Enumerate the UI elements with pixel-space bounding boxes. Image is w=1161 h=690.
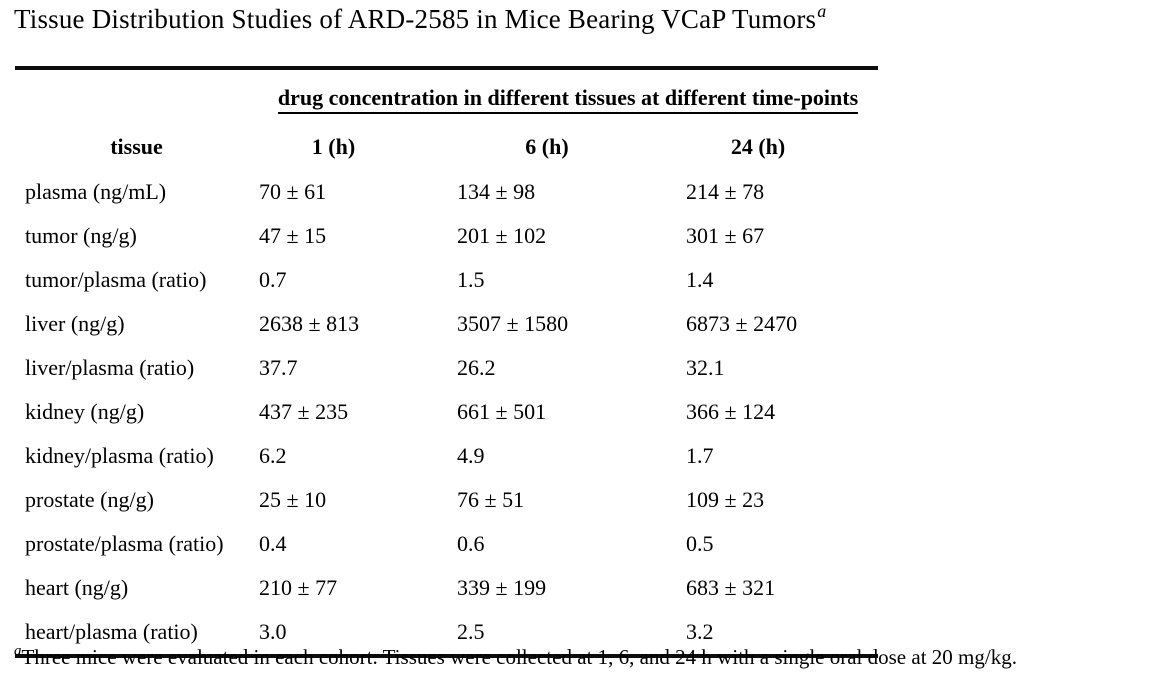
table-title-text: Tissue Distribution Studies of ARD-2585 … — [14, 4, 817, 34]
value-cell: 6.2 — [259, 443, 287, 468]
column-header-row: tissue 1 (h) 6 (h) 24 (h) — [15, 124, 878, 170]
table-row-liver: liver (ng/g) 2638 ± 813 3507 ± 1580 6873… — [15, 302, 878, 346]
value-cell: 26.2 — [457, 355, 496, 380]
value-cell: 0.6 — [457, 531, 485, 556]
value-cell: 339 ± 199 — [457, 575, 547, 600]
tissue-label-cell: liver/plasma (ratio) — [25, 355, 195, 380]
value-cell: 0.5 — [686, 531, 714, 556]
value-cell: 1.4 — [686, 267, 714, 292]
value-cell: 0.7 — [259, 267, 287, 292]
tissue-label-cell: tumor/plasma (ratio) — [25, 267, 207, 292]
table-footnote: aThree mice were evaluated in each cohor… — [14, 643, 1017, 670]
value-cell: 366 ± 124 — [686, 399, 776, 424]
column-header-tissue: tissue — [110, 134, 163, 159]
tissue-label-cell: plasma (ng/mL) — [25, 179, 167, 204]
value-cell: 210 ± 77 — [259, 575, 338, 600]
value-cell: 134 ± 98 — [457, 179, 536, 204]
tissue-label-cell: heart/plasma (ratio) — [25, 619, 198, 644]
footnote-text: Three mice were evaluated in each cohort… — [21, 645, 1017, 669]
value-cell: 47 ± 15 — [259, 223, 327, 248]
table-row-prostate: prostate (ng/g) 25 ± 10 76 ± 51 109 ± 23 — [15, 478, 878, 522]
value-cell: 32.1 — [686, 355, 725, 380]
table-row-kidney: kidney (ng/g) 437 ± 235 661 ± 501 366 ± … — [15, 390, 878, 434]
tissue-label-cell: prostate (ng/g) — [25, 487, 154, 512]
value-cell: 3.0 — [259, 619, 287, 644]
value-cell: 76 ± 51 — [457, 487, 525, 512]
table-row-kidney-plasma-ratio: kidney/plasma (ratio) 6.2 4.9 1.7 — [15, 434, 878, 478]
value-cell: 1.5 — [457, 267, 485, 292]
tissue-label-cell: liver (ng/g) — [25, 311, 125, 336]
value-cell: 3.2 — [686, 619, 714, 644]
value-cell: 25 ± 10 — [259, 487, 327, 512]
value-cell: 70 ± 61 — [259, 179, 327, 204]
column-header-1h: 1 (h) — [311, 134, 356, 159]
value-cell: 1.7 — [686, 443, 714, 468]
tissue-label-cell: kidney/plasma (ratio) — [25, 443, 214, 468]
table-row-heart-plasma-ratio: heart/plasma (ratio) 3.0 2.5 3.2 — [15, 610, 878, 656]
table-title: Tissue Distribution Studies of ARD-2585 … — [14, 1, 827, 35]
spanner-spacer-cell — [15, 68, 258, 124]
value-cell: 109 ± 23 — [686, 487, 765, 512]
column-header-24h: 24 (h) — [730, 134, 786, 159]
footnote-marker: a — [14, 643, 22, 659]
tissue-distribution-table: drug concentration in different tissues … — [15, 66, 879, 658]
value-cell: 37.7 — [259, 355, 298, 380]
column-header-6h: 6 (h) — [525, 134, 569, 159]
value-cell: 214 ± 78 — [686, 179, 765, 204]
tissue-label-cell: prostate/plasma (ratio) — [25, 531, 224, 556]
value-cell: 2.5 — [457, 619, 485, 644]
value-cell: 201 ± 102 — [457, 223, 547, 248]
value-cell: 683 ± 321 — [686, 575, 776, 600]
value-cell: 2638 ± 813 — [259, 311, 360, 336]
table-row-liver-plasma-ratio: liver/plasma (ratio) 37.7 26.2 32.1 — [15, 346, 878, 390]
value-cell: 0.4 — [259, 531, 287, 556]
value-cell: 301 ± 67 — [686, 223, 765, 248]
table-row-plasma: plasma (ng/mL) 70 ± 61 134 ± 98 214 ± 78 — [15, 170, 878, 214]
table-row-prostate-plasma-ratio: prostate/plasma (ratio) 0.4 0.6 0.5 — [15, 522, 878, 566]
value-cell: 661 ± 501 — [457, 399, 547, 424]
table-row-tumor: tumor (ng/g) 47 ± 15 201 ± 102 301 ± 67 — [15, 214, 878, 258]
spanner-row: drug concentration in different tissues … — [15, 68, 878, 124]
value-cell: 437 ± 235 — [259, 399, 349, 424]
title-footnote-marker: a — [817, 1, 827, 21]
table-row-heart: heart (ng/g) 210 ± 77 339 ± 199 683 ± 32… — [15, 566, 878, 610]
tissue-label-cell: heart (ng/g) — [25, 575, 129, 600]
tissue-label-cell: kidney (ng/g) — [25, 399, 145, 424]
value-cell: 4.9 — [457, 443, 485, 468]
table-row-tumor-plasma-ratio: tumor/plasma (ratio) 0.7 1.5 1.4 — [15, 258, 878, 302]
value-cell: 3507 ± 1580 — [457, 311, 569, 336]
spanner-header-text: drug concentration in different tissues … — [277, 85, 859, 114]
tissue-label-cell: tumor (ng/g) — [25, 223, 137, 248]
spanner-header-cell: drug concentration in different tissues … — [258, 68, 878, 124]
value-cell: 6873 ± 2470 — [686, 311, 798, 336]
